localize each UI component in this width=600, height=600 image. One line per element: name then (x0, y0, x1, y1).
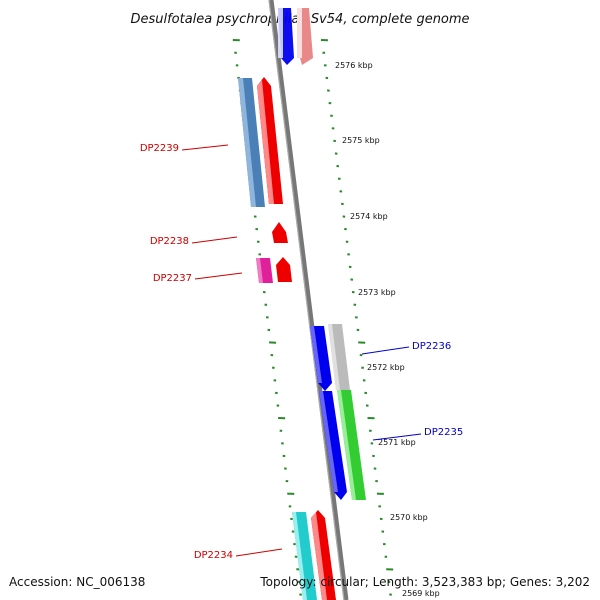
leader-line (191, 236, 238, 244)
gene-label-dp2236[interactable]: DP2236 (412, 341, 451, 352)
backbone-highlight (268, 0, 345, 600)
gene-feature-red-small[interactable] (276, 257, 292, 282)
leader-line (235, 548, 283, 557)
gene-label-dp2237[interactable]: DP2237 (153, 273, 192, 284)
leader-line (372, 433, 422, 441)
scale-label: 2574 kbp (350, 212, 388, 221)
gene-label-lines (181, 144, 422, 557)
scale-label: 2569 kbp (402, 589, 440, 598)
gene-labels: DP2239 DP2238 DP2237 DP2236 DP2235 DP223… (140, 143, 463, 561)
gene-features (238, 8, 366, 600)
gene-highlight (256, 258, 263, 283)
leader-line (194, 272, 243, 280)
gene-highlight (310, 326, 322, 383)
gene-label-dp2235[interactable]: DP2235 (424, 427, 463, 438)
accession-text: Accession: NC_006138 (9, 575, 145, 589)
gene-feature-dp2238[interactable] (272, 222, 288, 243)
scale-label: 2575 kbp (342, 136, 380, 145)
gene-label-dp2234[interactable]: DP2234 (194, 550, 233, 561)
gene-highlight (311, 512, 327, 600)
gene-highlight (257, 80, 274, 204)
gene-highlight (319, 391, 338, 492)
scale-label: 2573 kbp (358, 288, 396, 297)
gene-label-dp2239[interactable]: DP2239 (140, 143, 179, 154)
scale-label: 2572 kbp (367, 363, 405, 372)
gene-highlight (278, 8, 283, 58)
gene-label-dp2238[interactable]: DP2238 (150, 236, 189, 247)
gene-highlight (337, 390, 356, 500)
gene-highlight (297, 8, 302, 58)
gene-highlight (328, 324, 340, 390)
genome-backbone (268, 0, 349, 600)
leader-line (361, 346, 410, 355)
scale-label: 2570 kbp (390, 513, 428, 522)
leader-line (181, 144, 229, 151)
scale-label: 2571 kbp (378, 438, 416, 447)
topology-text: Topology: circular; Length: 3,523,383 bp… (259, 575, 590, 589)
scale-labels: 2576 kbp 2575 kbp 2574 kbp 2573 kbp 2572… (335, 61, 440, 598)
gene-highlight (292, 512, 307, 600)
scale-label: 2576 kbp (335, 61, 373, 70)
gene-highlight (238, 78, 256, 207)
